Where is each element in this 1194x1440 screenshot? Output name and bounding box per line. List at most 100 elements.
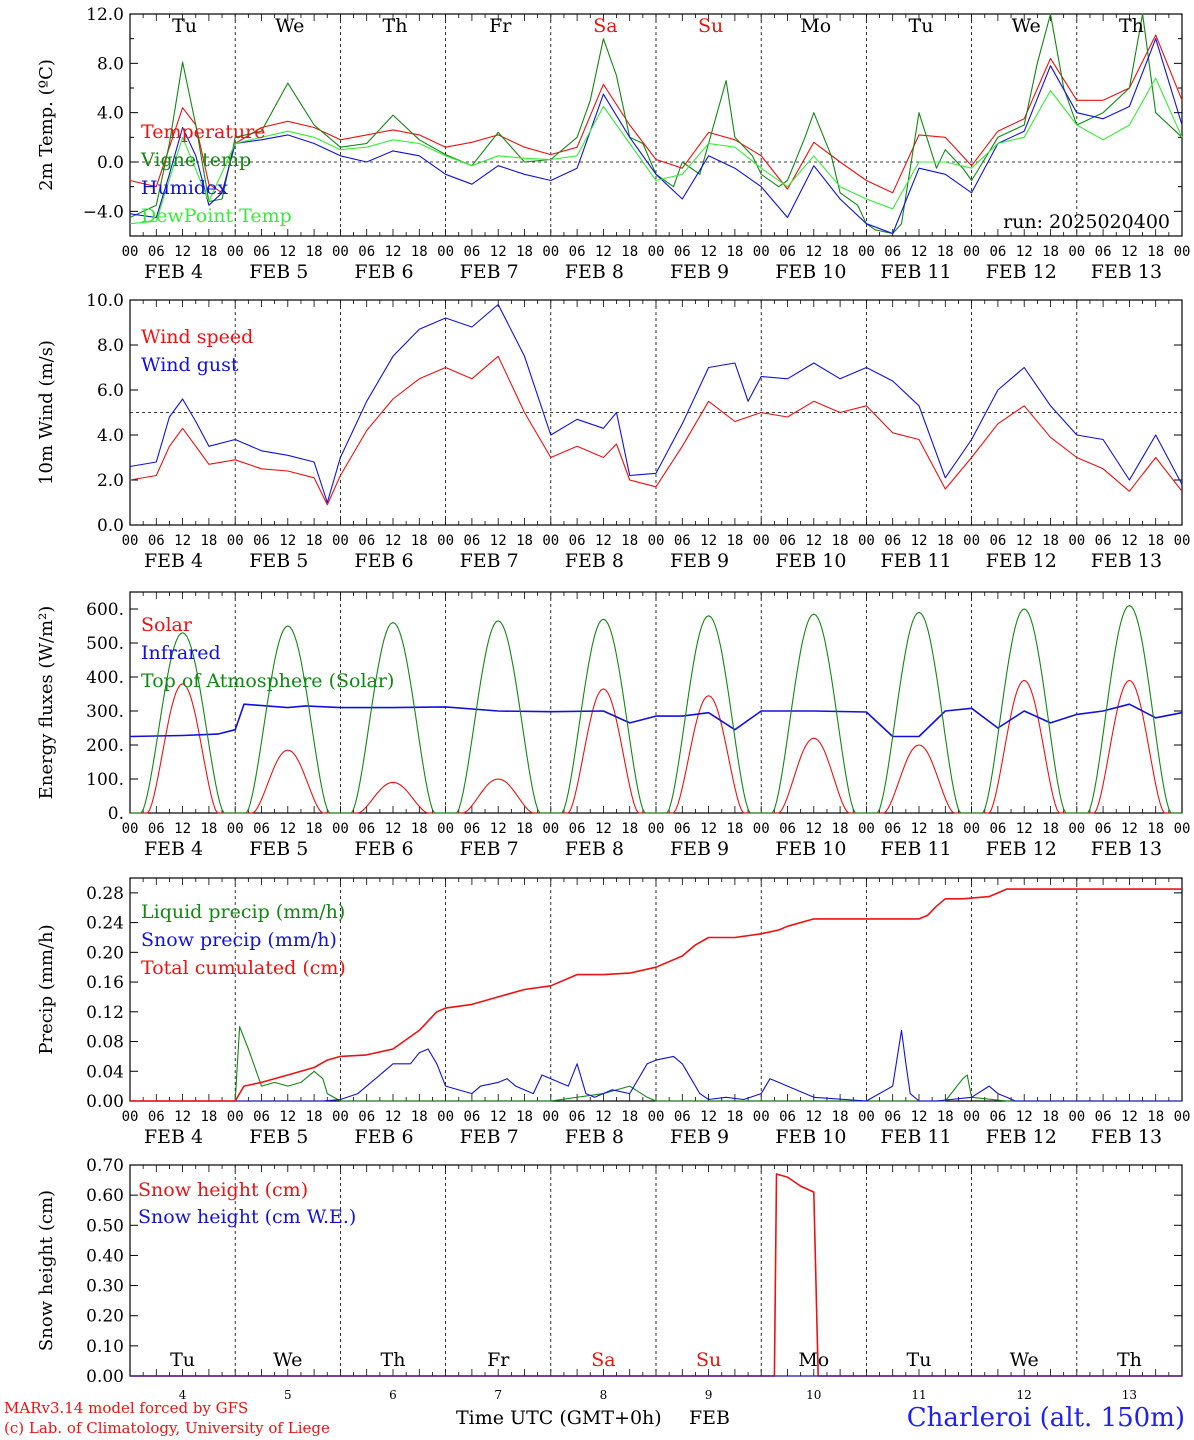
hour-tick-label: 12: [700, 1109, 717, 1125]
day-label: Tu: [172, 15, 197, 37]
date-number: 6: [389, 1388, 397, 1402]
hour-tick-label: 00: [227, 533, 244, 549]
hour-tick-label: 12: [805, 244, 822, 260]
hour-tick-label: 06: [253, 1109, 270, 1125]
hour-tick-label: 06: [1095, 1109, 1112, 1125]
hour-tick-label: 06: [1095, 533, 1112, 549]
hour-tick-label: 12: [1016, 244, 1033, 260]
hour-tick-label: 00: [227, 244, 244, 260]
hour-tick-label: 12: [174, 1109, 191, 1125]
series-line-top-of-atmosphere-solar-: [130, 605, 1182, 814]
x-axis-label: Time UTC (GMT+0h): [456, 1407, 662, 1429]
y-tick-label: 0.60: [86, 1186, 124, 1206]
y-axis-label: Precip (mm/h): [36, 924, 57, 1054]
y-tick-label: 0.40: [86, 1246, 124, 1266]
legend-entry: Solar: [141, 614, 193, 636]
date-label: FEB 5: [249, 550, 308, 572]
y-tick-label: −4.0: [83, 202, 124, 222]
hour-tick-label: 12: [911, 1109, 928, 1125]
legend-entry: Wind gust: [141, 354, 239, 376]
date-label: FEB 12: [986, 838, 1057, 860]
y-tick-label: 4.0: [97, 426, 124, 446]
hour-tick-label: 12: [595, 1109, 612, 1125]
hour-tick-label: 18: [411, 821, 428, 837]
hour-tick-label: 18: [411, 244, 428, 260]
hour-tick-label: 18: [516, 244, 533, 260]
hour-tick-label: 06: [569, 821, 586, 837]
hour-tick-label: 00: [1068, 533, 1085, 549]
hour-tick-label: 06: [358, 533, 375, 549]
day-label: Tu: [909, 15, 934, 37]
hour-tick-label: 12: [700, 244, 717, 260]
hour-tick-label: 12: [1121, 533, 1138, 549]
hour-tick-label: 18: [726, 244, 743, 260]
date-label: FEB 9: [670, 1126, 729, 1148]
hour-tick-label: 12: [490, 533, 507, 549]
hour-tick-label: 06: [884, 1109, 901, 1125]
chart-panel-5: 0.00 0.10 0.20 0.30 0.40 0.50 0.60 0.70 Snow hei…: [36, 1156, 1183, 1402]
y-tick-label: 0.20: [86, 943, 124, 963]
hour-tick-label: 18: [1147, 821, 1164, 837]
date-label: FEB 7: [460, 550, 519, 572]
date-number: 8: [600, 1388, 608, 1402]
run-annotation: run: 2025020400: [1003, 211, 1170, 233]
hour-tick-label: 06: [463, 533, 480, 549]
hour-tick-label: 12: [1016, 1109, 1033, 1125]
hour-tick-label: 18: [937, 533, 954, 549]
hour-tick-label: 12: [1121, 1109, 1138, 1125]
hour-tick-label: 06: [253, 244, 270, 260]
day-label: Sa: [593, 15, 617, 37]
date-label: FEB 9: [670, 838, 729, 860]
day-label: Th: [1119, 15, 1144, 37]
y-tick-label: 500.: [86, 634, 124, 654]
hour-tick-label: 18: [621, 821, 638, 837]
hour-tick-label: 00: [858, 533, 875, 549]
hour-tick-label: 18: [726, 821, 743, 837]
x-axis-month: FEB: [689, 1407, 730, 1429]
hour-tick-label: 18: [937, 244, 954, 260]
hour-tick-label: 18: [726, 533, 743, 549]
legend-entry: Vigne temp: [140, 149, 251, 171]
hour-tick-label: 18: [200, 821, 217, 837]
date-label: FEB 4: [144, 550, 203, 572]
day-label: We: [275, 15, 304, 37]
hour-tick-label: 00: [1068, 244, 1085, 260]
hour-tick-label: 06: [674, 244, 691, 260]
y-tick-label: 400.: [86, 668, 124, 688]
y-tick-label: 100.: [86, 770, 124, 790]
hour-tick-label: 06: [779, 821, 796, 837]
hour-tick-label: 12: [805, 533, 822, 549]
hour-tick-label: 18: [937, 1109, 954, 1125]
hour-tick-label: 06: [674, 1109, 691, 1125]
series-line-infrared: [129, 703, 1183, 738]
legend-entry: Snow height (cm W.E.): [138, 1206, 356, 1228]
hour-tick-label: 18: [200, 244, 217, 260]
date-label: FEB 12: [986, 261, 1057, 283]
hour-tick-label: 18: [1042, 821, 1059, 837]
hour-tick-label: 00: [542, 533, 559, 549]
hour-tick-label: 00: [1068, 1109, 1085, 1125]
date-label: FEB 11: [880, 261, 951, 283]
hour-tick-label: 18: [1147, 244, 1164, 260]
hour-tick-label: 00: [332, 1109, 349, 1125]
hour-tick-label: 06: [884, 244, 901, 260]
date-label: FEB 8: [565, 261, 624, 283]
hour-tick-label: 00: [332, 533, 349, 549]
y-tick-label: 300.: [86, 702, 124, 722]
hour-tick-label: 00: [963, 821, 980, 837]
day-label: We: [1012, 15, 1041, 37]
hour-tick-label: 12: [1121, 244, 1138, 260]
hour-tick-label: 12: [174, 821, 191, 837]
day-label: Sa: [591, 1349, 615, 1371]
date-label: FEB 13: [1091, 1126, 1162, 1148]
y-tick-label: 600.: [86, 600, 124, 620]
chart-panel-1: 12.0 8.0 4.0 0.0 −4.0 2m Temp. (ºC) Temperatur…: [36, 5, 1190, 283]
hour-tick-label: 06: [463, 1109, 480, 1125]
y-tick-label: 0.: [108, 804, 124, 824]
day-label: We: [1010, 1349, 1039, 1371]
footer-lab: (c) Lab. of Climatology, University of L…: [4, 1419, 330, 1437]
series-line-snow-height-cm-: [130, 1173, 1182, 1377]
legend-entry: Liquid precip (mm/h): [141, 901, 345, 923]
day-label: Su: [696, 1349, 721, 1371]
date-label: FEB 4: [144, 838, 203, 860]
